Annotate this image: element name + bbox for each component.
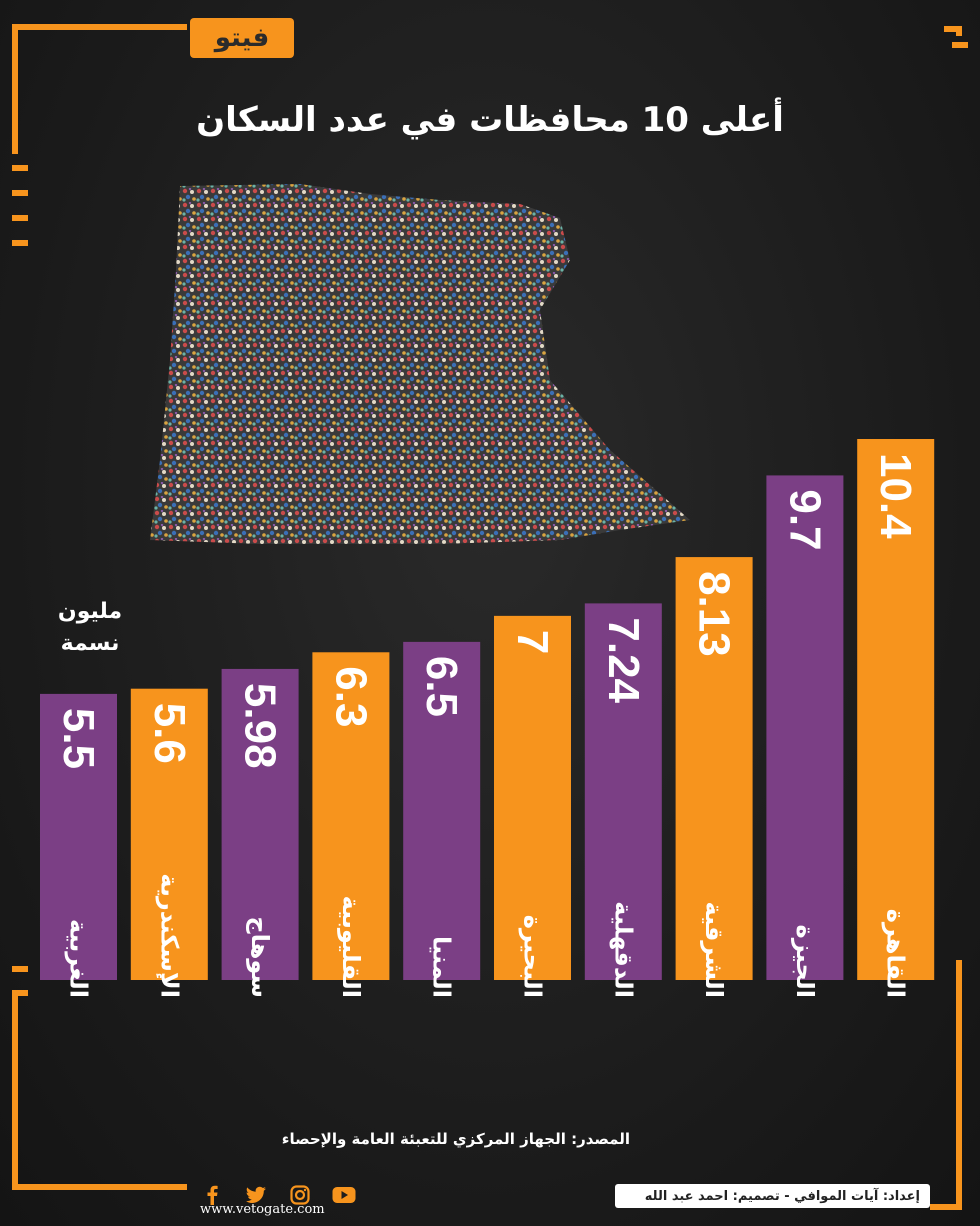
youtube-icon[interactable]	[332, 1184, 356, 1206]
facebook-icon[interactable]	[200, 1184, 224, 1206]
bar-value-label: 7.24	[599, 617, 648, 703]
bar-value-label: 6.5	[417, 656, 466, 717]
bar-value-label: 5.5	[54, 708, 103, 769]
bar	[494, 615, 571, 980]
frame-bottom-line	[12, 1184, 187, 1190]
bar	[130, 688, 208, 980]
category-label: القاهرة	[882, 909, 910, 998]
bar	[221, 668, 299, 980]
unit-label: مليون نسمة	[40, 596, 140, 660]
frame-right-bottom-corner	[930, 1204, 962, 1210]
frame-dash	[12, 165, 28, 171]
website-url[interactable]: www.vetogate.com	[200, 1202, 325, 1217]
bar-value-label: 6.3	[326, 666, 375, 727]
category-label: المنيا	[428, 936, 456, 998]
frame-dash	[12, 240, 28, 246]
credits-text: إعداد: آيات الموافي - تصميم: احمد عبد ال…	[644, 1188, 920, 1204]
category-label: الإسكندرية	[155, 873, 183, 998]
bar-value-label: 7	[508, 630, 557, 654]
bar	[312, 652, 390, 980]
bar	[857, 439, 935, 980]
frame-right-bottom-line	[956, 960, 962, 1210]
frame-dash	[12, 990, 28, 996]
bar-value-label: 8.13	[690, 571, 739, 657]
frame-dash	[12, 215, 28, 221]
category-label: الدقهلية	[609, 901, 637, 998]
category-label: الشرقية	[700, 901, 728, 998]
bar-value-label: 9.7	[780, 489, 829, 550]
category-label: الغربية	[65, 919, 93, 998]
frame-left-bottom-line	[12, 990, 18, 1190]
credits-bar: إعداد: آيات الموافي - تصميم: احمد عبد ال…	[615, 1184, 930, 1208]
frame-dash-right	[952, 42, 968, 48]
bar-value-label: 5.6	[145, 703, 194, 764]
page-title: أعلى 10 محافظات في عدد السكان	[196, 100, 784, 140]
category-label: القليوبية	[337, 895, 365, 998]
category-label: الجيزة	[791, 925, 819, 998]
egypt-map-crowd-illustration	[150, 184, 690, 544]
instagram-icon[interactable]	[288, 1184, 312, 1206]
frame-dash	[12, 190, 28, 196]
frame-left-line	[12, 24, 18, 154]
category-label: البحيرة	[519, 915, 547, 998]
unit-label-line1: مليون	[57, 599, 123, 624]
map-shape	[150, 184, 690, 544]
source-note: المصدر: الجهاز المركزي للتعبئة العامة وا…	[281, 1130, 630, 1148]
bar-value-label: 10.4	[871, 453, 920, 539]
bar	[675, 557, 753, 980]
bar	[766, 475, 844, 980]
bar	[40, 693, 117, 980]
unit-label-line2: نسمة	[60, 631, 120, 656]
twitter-icon[interactable]	[244, 1184, 268, 1206]
bar-value-label: 5.98	[236, 683, 285, 769]
frame-top-line	[12, 24, 187, 30]
bar	[584, 603, 662, 980]
frame-dash	[12, 966, 28, 972]
frame-right-line	[956, 26, 962, 36]
social-icons	[200, 1184, 356, 1206]
frame-corner-right-top	[944, 26, 962, 32]
category-label: سوهاج	[246, 916, 274, 998]
brand-logo: فيتو	[190, 18, 294, 58]
bar	[403, 641, 481, 980]
